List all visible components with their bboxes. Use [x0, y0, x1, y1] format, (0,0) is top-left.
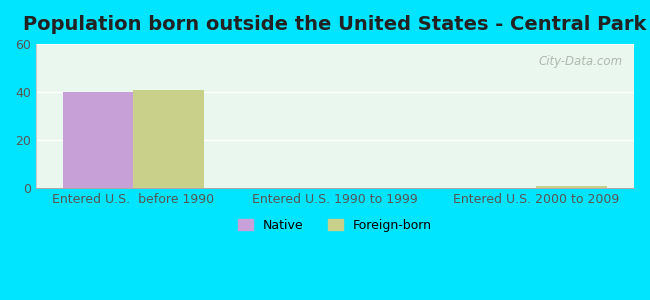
Bar — [133, 90, 204, 188]
Bar — [63, 92, 133, 188]
Text: City-Data.com: City-Data.com — [538, 56, 622, 68]
Bar — [536, 186, 607, 188]
Legend: Native, Foreign-born: Native, Foreign-born — [233, 214, 437, 237]
Title: Population born outside the United States - Central Park: Population born outside the United State… — [23, 15, 647, 34]
